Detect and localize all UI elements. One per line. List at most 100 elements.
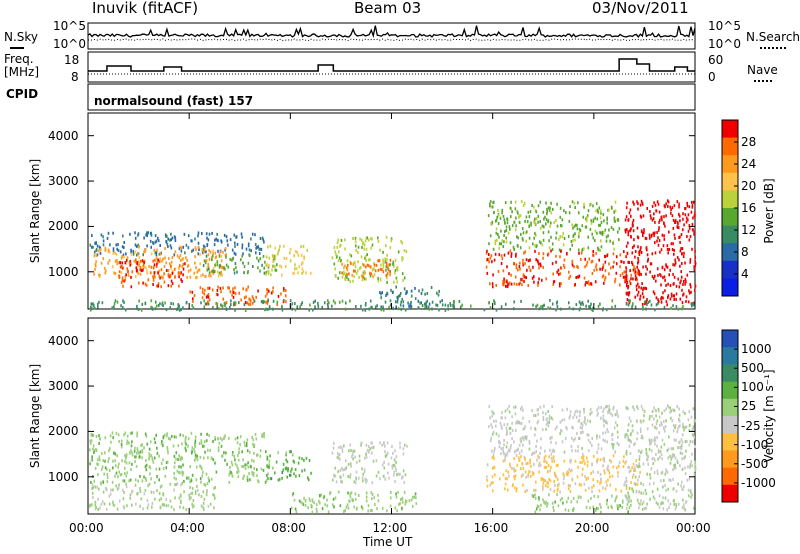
- power-cell: [132, 249, 134, 253]
- velocity-cell: [143, 475, 145, 479]
- velocity-cell: [93, 449, 96, 452]
- power-cell: [169, 244, 172, 248]
- velocity-cell: [383, 466, 386, 470]
- power-cell: [603, 219, 605, 223]
- power-cell: [138, 299, 140, 303]
- power-cell: [143, 236, 145, 240]
- power-cell: [679, 235, 681, 239]
- power-cell: [656, 200, 659, 204]
- velocity-cell: [527, 474, 529, 478]
- power-cell: [377, 236, 379, 240]
- velocity-cell: [542, 418, 545, 422]
- power-cell: [269, 244, 272, 248]
- velocity-cell: [663, 426, 665, 430]
- velocity-cell: [497, 434, 500, 438]
- velocity-colorbar-tick-label: -100: [741, 437, 769, 452]
- power-cell: [173, 253, 176, 257]
- power-cell: [150, 245, 152, 249]
- velocity-colorbar-tick-label: 25: [741, 399, 757, 414]
- axes-layer: [87, 113, 696, 514]
- velocity-cell: [194, 439, 197, 443]
- velocity-cell: [506, 453, 508, 457]
- power-cell: [555, 260, 557, 264]
- power-cell: [441, 303, 444, 307]
- velocity-cell: [151, 505, 153, 509]
- velocity-cell: [171, 434, 173, 438]
- velocity-cell: [570, 458, 572, 462]
- power-cell: [563, 258, 566, 262]
- velocity-cell: [654, 408, 657, 412]
- power-cell: [212, 252, 214, 256]
- power-cell: [650, 303, 653, 307]
- power-cell: [505, 225, 508, 229]
- power-cell: [155, 250, 158, 254]
- power-cell: [629, 208, 632, 212]
- power-cell: [609, 239, 611, 243]
- power-cell: [645, 287, 648, 291]
- power-cell: [155, 256, 158, 260]
- velocity-cell: [574, 482, 577, 486]
- power-cell: [259, 269, 261, 273]
- velocity-cell: [139, 490, 142, 494]
- power-cell: [503, 277, 505, 281]
- power-cell: [519, 281, 521, 285]
- velocity-cell: [347, 474, 349, 478]
- velocity-cell: [146, 442, 149, 446]
- velocity-cell: [656, 469, 659, 473]
- velocity-cell: [538, 498, 540, 502]
- power-cell: [283, 287, 285, 291]
- power-cell: [505, 284, 507, 288]
- velocity-cell: [571, 477, 573, 481]
- power-cell: [163, 272, 165, 276]
- power-cell: [370, 237, 372, 240]
- velocity-cell: [550, 456, 553, 460]
- power-cell: [219, 286, 222, 290]
- power-cell: [649, 210, 651, 213]
- power-cell: [93, 306, 96, 310]
- power-cell: [205, 302, 208, 306]
- power-cell: [387, 266, 389, 270]
- velocity-cell: [347, 491, 349, 495]
- power-cell: [507, 282, 509, 286]
- velocity-cell: [354, 481, 357, 485]
- power-cell: [496, 238, 498, 242]
- velocity-cell: [604, 421, 607, 424]
- velocity-cell: [610, 412, 612, 416]
- velocity-cell: [139, 450, 142, 454]
- power-cell: [265, 300, 267, 304]
- power-cell: [349, 299, 351, 303]
- power-region-4: [202, 254, 278, 275]
- velocity-cell: [612, 465, 614, 469]
- power-cell: [421, 288, 424, 292]
- power-ytick-label: 4000: [48, 128, 79, 143]
- velocity-cell: [581, 426, 583, 430]
- velocity-cell: [502, 450, 505, 454]
- power-cell: [590, 308, 593, 311]
- velocity-cell: [633, 408, 636, 412]
- power-cell: [425, 305, 428, 309]
- power-cell: [545, 201, 547, 205]
- power-cell: [192, 297, 194, 301]
- velocity-cell: [95, 434, 98, 438]
- power-cell: [599, 231, 601, 235]
- power-cell: [574, 238, 576, 242]
- velocity-cell: [188, 497, 191, 501]
- velocity-cell: [670, 416, 672, 420]
- power-cell: [203, 292, 206, 296]
- velocity-cell: [107, 460, 109, 464]
- velocity-cell: [640, 430, 642, 433]
- velocity-cell: [607, 430, 609, 434]
- velocity-cell: [387, 471, 389, 475]
- velocity-cell: [672, 477, 674, 481]
- velocity-cell: [173, 508, 175, 512]
- power-cell: [369, 258, 371, 262]
- velocity-cell: [606, 428, 608, 432]
- power-cell: [684, 261, 686, 265]
- power-cell: [639, 294, 642, 298]
- power-cell: [99, 248, 102, 252]
- velocity-cell: [676, 459, 679, 463]
- power-cell: [490, 205, 493, 209]
- velocity-cell: [104, 459, 106, 463]
- velocity-cell: [354, 455, 356, 459]
- nsky-line: [10, 47, 24, 49]
